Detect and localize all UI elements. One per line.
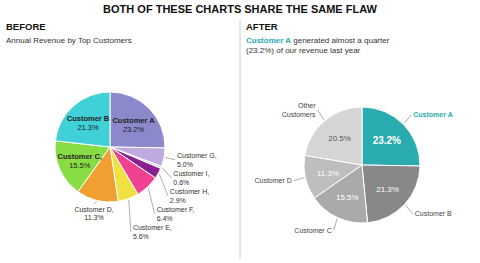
value-label: 15.5% bbox=[336, 193, 359, 202]
slice-label: Customer A23.2% bbox=[112, 116, 155, 134]
value-label: 20.5% bbox=[328, 134, 351, 143]
value-label: 21.3% bbox=[77, 123, 99, 132]
pie-slice bbox=[55, 92, 110, 147]
pie-slice bbox=[110, 92, 165, 148]
value-label: 11.3% bbox=[317, 169, 339, 178]
labels: 23.2% 21.3% 15.5% 11.3% 20.5% Customer A Custo… bbox=[254, 102, 452, 233]
value-label: 23.2% bbox=[123, 125, 145, 134]
category-label: Customer B bbox=[415, 210, 452, 217]
leader-line bbox=[405, 205, 412, 214]
category-label: Customer B bbox=[67, 114, 110, 123]
leader-line bbox=[148, 188, 154, 214]
chart-title: BEFORE bbox=[6, 21, 46, 32]
slice-label: Customer D,11.3% bbox=[74, 206, 113, 222]
value-label: 5.0% bbox=[177, 161, 193, 168]
pie-slice bbox=[362, 107, 420, 166]
labels: Customer A23.2%Customer C,15.5%Customer … bbox=[58, 114, 217, 239]
value-label: 15.5% bbox=[69, 161, 91, 170]
category-label: Other bbox=[298, 102, 316, 109]
leader-line bbox=[165, 157, 175, 159]
slices bbox=[55, 92, 165, 202]
subtitle-part: generated almost a quarter bbox=[291, 36, 390, 45]
slice-label: Customer F, 6.4% bbox=[157, 206, 195, 222]
category-label: Customer F, bbox=[157, 206, 195, 213]
leader-line bbox=[94, 202, 97, 204]
category-label: Customer D bbox=[254, 177, 291, 184]
slice-label: Customer C,15.5% bbox=[58, 152, 103, 170]
category-label: Customer A bbox=[413, 111, 452, 118]
value-label: 6.4% bbox=[157, 215, 173, 222]
chart-subtitle: Annual Revenue by Top Customers bbox=[6, 36, 132, 45]
slice-label: Customer H, 2.9% bbox=[170, 188, 209, 204]
value-label: 2.9% bbox=[170, 197, 186, 204]
slice-label: Customer I, 0.6% bbox=[173, 170, 209, 186]
leader-line bbox=[159, 174, 168, 196]
category-label: Customer I, bbox=[173, 170, 209, 177]
category-label: Customer C bbox=[294, 227, 331, 234]
slice-label: Customer C bbox=[294, 227, 331, 234]
main-title: BOTH OF THESE CHARTS SHARE THE SAME FLAW bbox=[103, 3, 377, 15]
pie-chart: BEFORE Annual Revenue by Top Customers Cus… bbox=[6, 21, 217, 240]
value-label: 23.2% bbox=[373, 135, 401, 146]
pie-slice bbox=[55, 141, 110, 192]
slice-label: Customer D bbox=[254, 177, 291, 184]
pie-slice bbox=[362, 165, 420, 223]
leader-line bbox=[404, 115, 411, 124]
slice-label: Customer B bbox=[415, 210, 452, 217]
slice-label: Customer B21.3% bbox=[67, 114, 110, 132]
chart-subtitle: (23.2%) of our revenue last year bbox=[246, 46, 361, 55]
slices bbox=[304, 107, 420, 223]
leader-line bbox=[162, 168, 171, 178]
value-label: 0.6% bbox=[173, 179, 189, 186]
value-label: 21.3% bbox=[376, 185, 399, 194]
leader-line bbox=[318, 110, 324, 120]
pie-chart: AFTER Customer A generated almost a quart… bbox=[246, 21, 453, 234]
leader-line bbox=[294, 178, 304, 181]
subtitle-part: Customer A bbox=[246, 36, 291, 45]
value-label: 11.3% bbox=[84, 214, 103, 221]
category-label: Customer C, bbox=[58, 152, 103, 161]
leader-line bbox=[334, 219, 337, 231]
slice-label: Customer G, 5.0% bbox=[177, 152, 217, 168]
subtitle-part: Annual Revenue by Top Customers bbox=[6, 36, 132, 45]
slice-label: Customer E, 5.6% bbox=[133, 224, 172, 240]
category-label: Customer D, bbox=[74, 206, 113, 213]
category-label: Customer G, bbox=[177, 152, 217, 159]
value-label: 5.6% bbox=[133, 233, 149, 240]
slice-label: Customer A bbox=[413, 111, 452, 118]
divider bbox=[240, 20, 241, 259]
leader-line bbox=[129, 200, 131, 232]
subtitle-part: (23.2%) of our revenue last year bbox=[246, 46, 361, 55]
category-label: Customers bbox=[282, 111, 316, 118]
category-label: Customer H, bbox=[170, 188, 209, 195]
chart-subtitle: Customer A generated almost a quarter bbox=[246, 36, 390, 45]
chart-title: AFTER bbox=[246, 21, 278, 32]
chart-root: BOTH OF THESE CHARTS SHARE THE SAME FLAW… bbox=[0, 0, 480, 263]
category-label: Customer A bbox=[112, 116, 155, 125]
category-label: Customer E, bbox=[133, 224, 172, 231]
slice-label: Other Customers bbox=[282, 102, 317, 118]
